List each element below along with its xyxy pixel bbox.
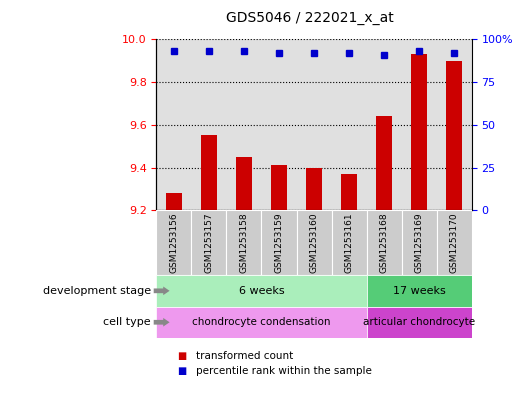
- Bar: [166, 193, 182, 210]
- Text: percentile rank within the sample: percentile rank within the sample: [196, 366, 372, 376]
- Text: articular chondrocyte: articular chondrocyte: [363, 317, 475, 327]
- Bar: [376, 116, 392, 210]
- Text: GSM1253156: GSM1253156: [170, 212, 179, 273]
- Bar: [411, 54, 427, 210]
- Text: GSM1253161: GSM1253161: [344, 212, 354, 273]
- Text: ■: ■: [178, 351, 187, 361]
- Text: GSM1253159: GSM1253159: [275, 212, 284, 273]
- Bar: [367, 210, 402, 275]
- Bar: [156, 275, 367, 307]
- Text: GSM1253168: GSM1253168: [379, 212, 388, 273]
- Bar: [402, 210, 437, 275]
- Text: GDS5046 / 222021_x_at: GDS5046 / 222021_x_at: [226, 11, 394, 25]
- Text: GSM1253169: GSM1253169: [414, 212, 423, 273]
- Bar: [271, 165, 287, 210]
- Bar: [261, 210, 296, 275]
- Text: GSM1253158: GSM1253158: [240, 212, 249, 273]
- Text: ■: ■: [178, 366, 187, 376]
- Bar: [201, 136, 217, 210]
- Bar: [236, 157, 252, 210]
- Bar: [306, 167, 322, 210]
- Bar: [296, 210, 332, 275]
- Text: development stage: development stage: [43, 286, 151, 296]
- Bar: [156, 210, 191, 275]
- Text: transformed count: transformed count: [196, 351, 293, 361]
- Bar: [367, 275, 472, 307]
- Text: 17 weeks: 17 weeks: [393, 286, 446, 296]
- Bar: [446, 61, 462, 210]
- Text: cell type: cell type: [103, 317, 151, 327]
- Text: chondrocyte condensation: chondrocyte condensation: [192, 317, 331, 327]
- Bar: [437, 210, 472, 275]
- Bar: [367, 307, 472, 338]
- Bar: [341, 174, 357, 210]
- Bar: [332, 210, 367, 275]
- Text: GSM1253157: GSM1253157: [205, 212, 214, 273]
- Bar: [226, 210, 261, 275]
- Text: GSM1253170: GSM1253170: [449, 212, 458, 273]
- Text: GSM1253160: GSM1253160: [310, 212, 319, 273]
- Bar: [191, 210, 226, 275]
- Bar: [156, 307, 367, 338]
- Text: 6 weeks: 6 weeks: [238, 286, 284, 296]
